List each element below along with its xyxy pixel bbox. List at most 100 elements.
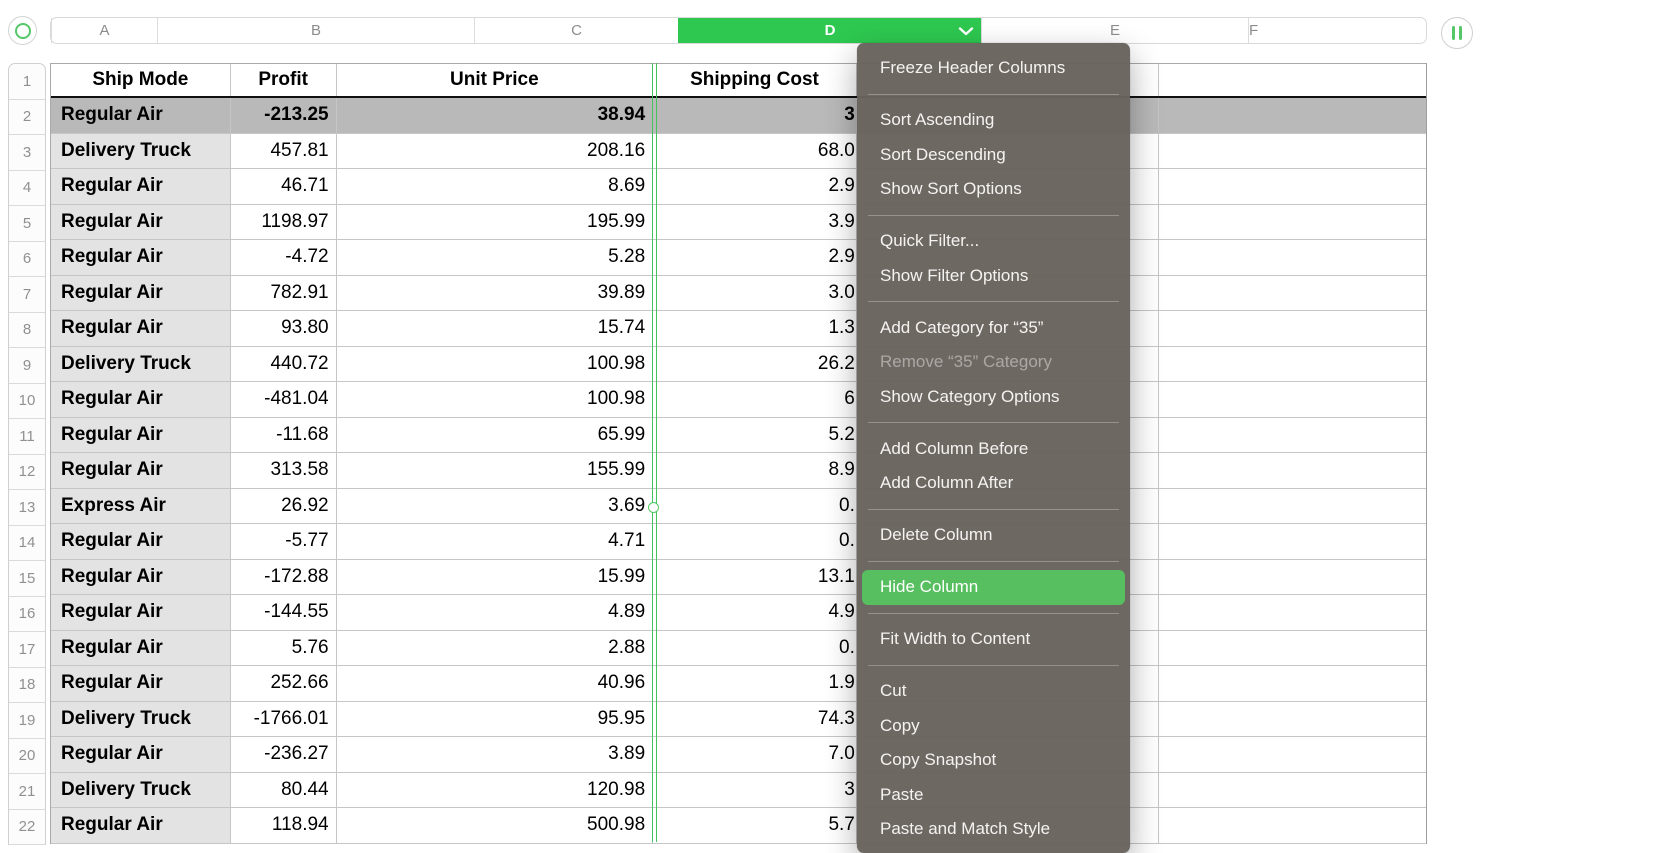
cell-profit[interactable]: 252.66 (231, 666, 337, 701)
menu-item-quick-filter[interactable]: Quick Filter... (880, 231, 980, 250)
menu-item-paste-and-match-style[interactable]: Paste and Match Style (880, 819, 1051, 838)
menu-item-freeze-header-columns[interactable]: Freeze Header Columns (880, 58, 1066, 77)
row-number-19[interactable]: 19 (9, 703, 45, 739)
cell-empty[interactable] (1159, 276, 1426, 311)
cell-shipping-cost[interactable]: 3.0 (653, 275, 857, 310)
cell-ship-mode[interactable]: Regular Air (51, 240, 231, 275)
cell-ship-mode[interactable]: Delivery Truck (51, 346, 231, 381)
row-number-5[interactable]: 5 (9, 206, 45, 242)
cell-ship-mode[interactable]: Regular Air (51, 204, 231, 239)
cell-empty[interactable] (1159, 382, 1426, 417)
cell-ship-mode[interactable]: Regular Air (51, 808, 231, 843)
menu-item-delete-column[interactable]: Delete Column (880, 525, 993, 544)
cell-ship-mode[interactable]: Regular Air (51, 382, 231, 417)
cell-profit[interactable]: -4.72 (231, 240, 337, 275)
cell-empty[interactable] (857, 311, 1160, 346)
row-number-17[interactable]: 17 (9, 632, 45, 668)
cell-unit-price[interactable]: 208.16 (337, 133, 654, 168)
cell-empty[interactable] (857, 701, 1160, 736)
column-header-c[interactable]: C (474, 18, 678, 43)
row-number-21[interactable]: 21 (9, 774, 45, 810)
cell-unit-price[interactable]: 8.69 (337, 169, 654, 204)
cell-shipping-cost[interactable]: 0. (653, 630, 857, 665)
column-header-f[interactable]: F (1248, 18, 1258, 43)
cell-profit[interactable]: 440.72 (231, 346, 337, 381)
cell-profit[interactable]: 313.58 (231, 453, 337, 488)
cell-empty[interactable] (1159, 737, 1426, 772)
cell-ship-mode[interactable]: Regular Air (51, 666, 231, 701)
cell-empty[interactable] (857, 240, 1160, 275)
cell-unit-price[interactable]: 65.99 (337, 417, 654, 452)
cell-empty[interactable] (1159, 631, 1426, 666)
cell-ship-mode[interactable]: Express Air (51, 488, 231, 523)
cell-empty[interactable] (1159, 489, 1426, 524)
cell-unit-price[interactable]: 4.89 (337, 595, 654, 630)
row-number-3[interactable]: 3 (9, 135, 45, 171)
cell-unit-price[interactable]: 2.88 (337, 630, 654, 665)
cell-empty[interactable] (857, 275, 1160, 310)
cell-empty[interactable] (1159, 773, 1426, 808)
menu-item-paste[interactable]: Paste (880, 784, 924, 804)
cell-empty[interactable] (1159, 98, 1427, 133)
header-cell-shipping-cost[interactable]: Shipping Cost (653, 64, 857, 96)
cell-ship-mode[interactable]: Regular Air (51, 453, 231, 488)
cell-empty[interactable] (857, 417, 1160, 452)
cell-shipping-cost[interactable]: 0. (653, 488, 857, 523)
cell-shipping-cost[interactable]: 68.0 (653, 133, 857, 168)
cell-ship-mode[interactable]: Regular Air (51, 417, 231, 452)
cell-empty[interactable] (857, 595, 1160, 630)
cell-shipping-cost[interactable]: 5.7 (653, 808, 857, 843)
cell-shipping-cost[interactable]: 2.9 (653, 169, 857, 204)
column-header-e[interactable]: E (981, 18, 1248, 43)
cell-unit-price[interactable]: 195.99 (337, 204, 654, 239)
cell-shipping-cost[interactable]: 3 (653, 98, 857, 133)
cell-profit[interactable]: 93.80 (231, 311, 337, 346)
cell-empty[interactable] (1159, 311, 1426, 346)
cell-empty[interactable] (1159, 205, 1426, 240)
cell-unit-price[interactable]: 95.95 (337, 701, 654, 736)
table-handle-button[interactable] (1441, 17, 1473, 49)
cell-profit[interactable]: -213.25 (230, 98, 337, 133)
menu-item-copy[interactable]: Copy (880, 715, 920, 735)
cell-empty[interactable] (857, 204, 1160, 239)
cell-profit[interactable]: 457.81 (231, 133, 337, 168)
cell-unit-price[interactable]: 155.99 (337, 453, 654, 488)
menu-item-show-category-options[interactable]: Show Category Options (880, 386, 1060, 406)
chevron-down-icon[interactable] (958, 27, 974, 36)
column-selection-handle[interactable] (648, 502, 659, 513)
cell-shipping-cost[interactable]: 7.0 (653, 737, 857, 772)
cell-empty[interactable] (857, 382, 1160, 417)
cell-empty[interactable] (1159, 808, 1426, 843)
cell-unit-price[interactable]: 40.96 (337, 666, 654, 701)
cell-shipping-cost[interactable]: 3 (653, 772, 857, 807)
cell-empty[interactable] (1159, 666, 1426, 701)
cell-shipping-cost[interactable]: 74.3 (653, 701, 857, 736)
row-number-7[interactable]: 7 (9, 277, 45, 313)
cell-ship-mode[interactable]: Regular Air (51, 275, 231, 310)
select-table-button[interactable] (8, 16, 37, 45)
cell-empty[interactable] (857, 808, 1160, 843)
cell-unit-price[interactable]: 5.28 (337, 240, 654, 275)
menu-item-show-sort-options[interactable]: Show Sort Options (880, 179, 1022, 198)
column-header-d[interactable]: D (678, 18, 981, 43)
menu-item-sort-descending[interactable]: Sort Descending (880, 144, 1006, 164)
cell-empty[interactable] (857, 524, 1160, 559)
cell-empty[interactable] (857, 346, 1160, 381)
row-number-4[interactable]: 4 (9, 171, 45, 206)
cell-ship-mode[interactable]: Delivery Truck (51, 133, 231, 168)
cell-profit[interactable]: 782.91 (231, 275, 337, 310)
menu-item-copy-snapshot[interactable]: Copy Snapshot (880, 750, 997, 769)
cell-ship-mode[interactable]: Delivery Truck (51, 701, 231, 736)
cell-unit-price[interactable]: 500.98 (337, 808, 654, 843)
menu-item-show-filter-options[interactable]: Show Filter Options (880, 265, 1029, 285)
cell-shipping-cost[interactable]: 5.2 (653, 417, 857, 452)
column-header-b[interactable]: B (157, 18, 474, 43)
cell-profit[interactable]: -481.04 (231, 382, 337, 417)
cell-ship-mode[interactable]: Regular Air (51, 311, 231, 346)
cell-empty[interactable] (857, 169, 1160, 204)
cell-unit-price[interactable]: 4.71 (337, 524, 654, 559)
row-number-1[interactable]: 1 (9, 64, 45, 100)
cell-shipping-cost[interactable]: 1.9 (653, 666, 857, 701)
cell-unit-price[interactable]: 38.94 (336, 98, 654, 133)
column-header-a[interactable]: A (51, 18, 157, 43)
